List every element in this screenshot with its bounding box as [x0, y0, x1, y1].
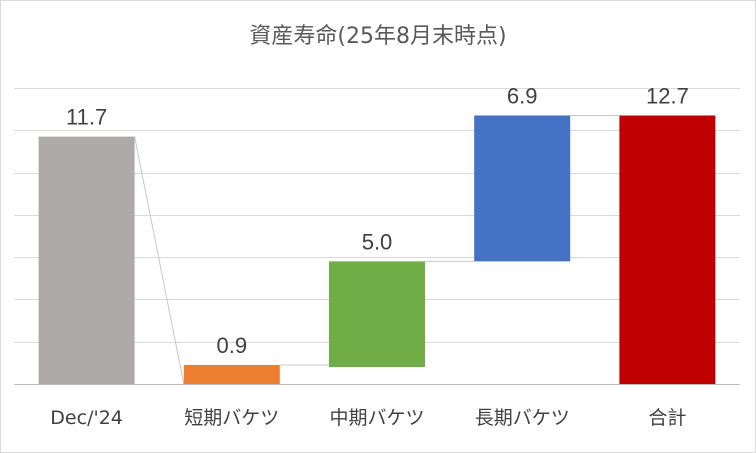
bar-4	[474, 115, 571, 262]
bar-5	[619, 115, 716, 384]
category-label: 合計	[648, 407, 686, 429]
category-label: 長期バケツ	[475, 407, 570, 429]
value-labels: 11.7 0.9 5.0 6.9 12.7	[66, 83, 689, 357]
bars	[38, 115, 716, 384]
category-label: Dec/'24	[50, 407, 123, 429]
value-label: 0.9	[217, 333, 248, 358]
chart-title: 資産寿命(25年8月末時点)	[249, 24, 507, 49]
bar-3	[329, 261, 425, 368]
bar-1	[38, 136, 135, 384]
category-labels: Dec/'24 短期バケツ 中期バケツ 長期バケツ 合計	[50, 407, 686, 429]
value-label: 6.9	[507, 83, 538, 108]
bar-2	[183, 364, 280, 384]
value-label: 5.0	[362, 229, 393, 254]
value-label: 12.7	[646, 83, 689, 108]
value-label: 11.7	[66, 105, 107, 130]
connector-line	[134, 136, 185, 385]
category-label: 短期バケツ	[184, 407, 279, 429]
category-label: 中期バケツ	[329, 407, 424, 429]
connector-lines	[134, 114, 620, 385]
